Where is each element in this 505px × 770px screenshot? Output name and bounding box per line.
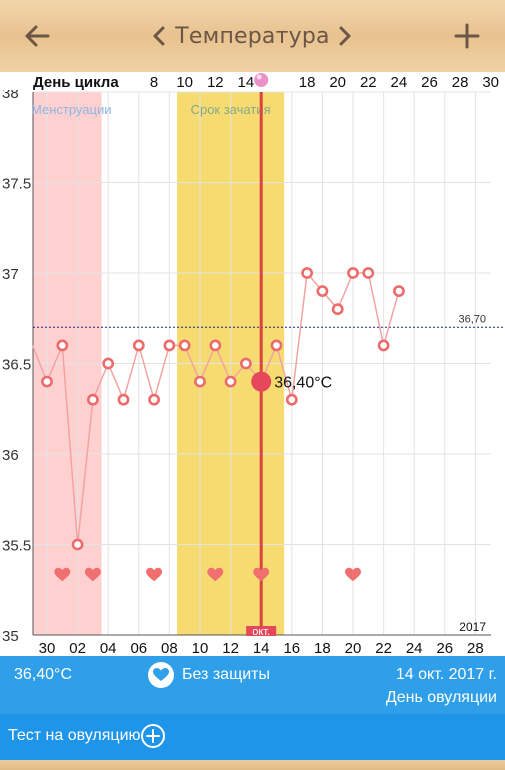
cycle-day-tick-label: 8 — [150, 74, 158, 91]
date-tick-label: 02 — [69, 640, 86, 656]
temperature-point[interactable] — [316, 285, 329, 297]
bottom-wood-strip — [0, 760, 505, 770]
temperature-point[interactable] — [56, 339, 69, 352]
cycle-day-tick-label: 26 — [421, 74, 438, 91]
y-tick-label: 37 — [2, 266, 19, 283]
chevron-left-icon[interactable] — [146, 22, 174, 50]
temperature-point[interactable] — [377, 339, 390, 352]
conception-label: Срок зачатия — [191, 102, 271, 117]
cycle-day-tick-label: 28 — [452, 74, 469, 91]
ovulation-test-label: Тест на овуляцию: — [8, 727, 145, 744]
date-tick-label: 06 — [130, 640, 147, 656]
temperature-point[interactable] — [285, 393, 298, 406]
date-tick-label: 24 — [406, 640, 423, 656]
heart-icon — [54, 567, 71, 582]
cycle-day-tick-label: 30 — [482, 74, 499, 91]
coverline-label: 36,70 — [458, 313, 486, 325]
date-tick-label: 04 — [100, 640, 117, 656]
date-tick-label: 12 — [222, 640, 239, 656]
date-tick-label: 10 — [192, 640, 209, 656]
cycle-day-tick-label: 18 — [299, 74, 316, 91]
heart-icon — [148, 662, 174, 688]
temperature-point[interactable] — [87, 393, 99, 406]
y-tick-label: 36.5 — [2, 357, 31, 374]
cycle-day-tick-label: 20 — [329, 74, 346, 91]
cycle-day-tick-label: 24 — [391, 74, 408, 91]
selected-temperature-label: 36,40°C — [274, 375, 332, 392]
temperature-point[interactable] — [178, 339, 191, 352]
protection-label: Без защиты — [182, 666, 270, 683]
page-title: Температура — [175, 23, 330, 49]
temperature-point[interactable] — [148, 393, 160, 406]
temperature-point[interactable] — [209, 339, 222, 352]
cycle-day-status: День овуляции — [385, 689, 497, 706]
cycle-day-tick-label: 12 — [207, 74, 224, 91]
temperature-point[interactable] — [117, 393, 130, 406]
date-tick-label: 14 — [253, 640, 270, 656]
date-tick-label: 20 — [345, 640, 362, 656]
cycle-day-tick-label: 14 — [238, 74, 255, 91]
title-wrap: Температура — [140, 0, 365, 72]
year-label: 2017 — [459, 620, 486, 634]
month-label-bg — [246, 626, 277, 636]
month-label: окт. — [252, 626, 270, 638]
date-tick-label: 22 — [375, 640, 392, 656]
temperature-point[interactable] — [347, 267, 359, 279]
info-bar: 36,40°C Без защиты 14 окт. 2017 г. День … — [0, 656, 505, 714]
temperature-point[interactable] — [163, 339, 176, 352]
arrow-left-icon[interactable] — [18, 16, 58, 56]
date-tick-label: 30 — [39, 640, 56, 656]
temperature-point[interactable] — [331, 303, 344, 316]
selected-date: 14 окт. 2017 г. — [395, 666, 497, 683]
temperature-point[interactable] — [392, 285, 405, 297]
menstruation-label: Менструации — [31, 102, 111, 117]
ovulation-marker-icon — [254, 73, 269, 87]
chevron-right-icon[interactable] — [330, 22, 358, 50]
y-tick-label: 37.5 — [2, 176, 31, 193]
ovulation-marker-highlight — [256, 74, 262, 80]
temperature-point[interactable] — [41, 375, 53, 388]
date-tick-label: 08 — [161, 640, 178, 656]
heart-icon — [253, 567, 270, 582]
temperature-point[interactable] — [132, 339, 145, 352]
selected-temperature-point[interactable] — [251, 371, 272, 392]
y-tick-label: 35.5 — [2, 538, 31, 555]
temperature-point[interactable] — [224, 375, 237, 388]
date-tick-label: 18 — [314, 640, 331, 656]
date-tick-label: 16 — [283, 640, 300, 656]
cycle-day-title: День цикла — [33, 74, 119, 91]
cycle-day-row-bg — [0, 72, 505, 90]
date-tick-label: 26 — [436, 640, 453, 656]
temperature-point[interactable] — [102, 357, 115, 370]
y-tick-label: 35 — [2, 628, 19, 645]
temperature-point[interactable] — [301, 267, 313, 279]
heart-icon — [207, 567, 224, 582]
temperature-point[interactable] — [194, 375, 206, 388]
ovulation-test-bar: Тест на овуляцию: — [0, 714, 505, 760]
y-tick-label: 36 — [2, 447, 19, 464]
add-test-button[interactable] — [141, 724, 165, 748]
temperature-point[interactable] — [239, 357, 252, 370]
temperature-point[interactable] — [71, 538, 84, 551]
temperature-point[interactable] — [362, 267, 375, 279]
cycle-day-tick-label: 10 — [176, 74, 193, 91]
date-tick-label: 28 — [467, 640, 484, 656]
selected-temperature: 36,40°C — [14, 666, 72, 683]
plus-circle-icon — [146, 729, 160, 743]
temperature-chart[interactable]: Менструации Срок зачатия 36,70 38 37.5 37 36.5… — [0, 72, 505, 657]
plus-icon[interactable] — [447, 16, 487, 56]
cycle-day-tick-label: 22 — [360, 74, 377, 91]
heart-icon — [345, 567, 361, 582]
heart-icon — [84, 567, 101, 582]
chart-svg[interactable]: Менструации Срок зачатия36,703837.53736.5… — [0, 72, 505, 657]
heart-icon — [146, 567, 163, 582]
protection-button[interactable]: Без защиты — [148, 662, 270, 688]
temperature-point[interactable] — [270, 339, 283, 352]
app-header: Температура — [0, 0, 505, 72]
